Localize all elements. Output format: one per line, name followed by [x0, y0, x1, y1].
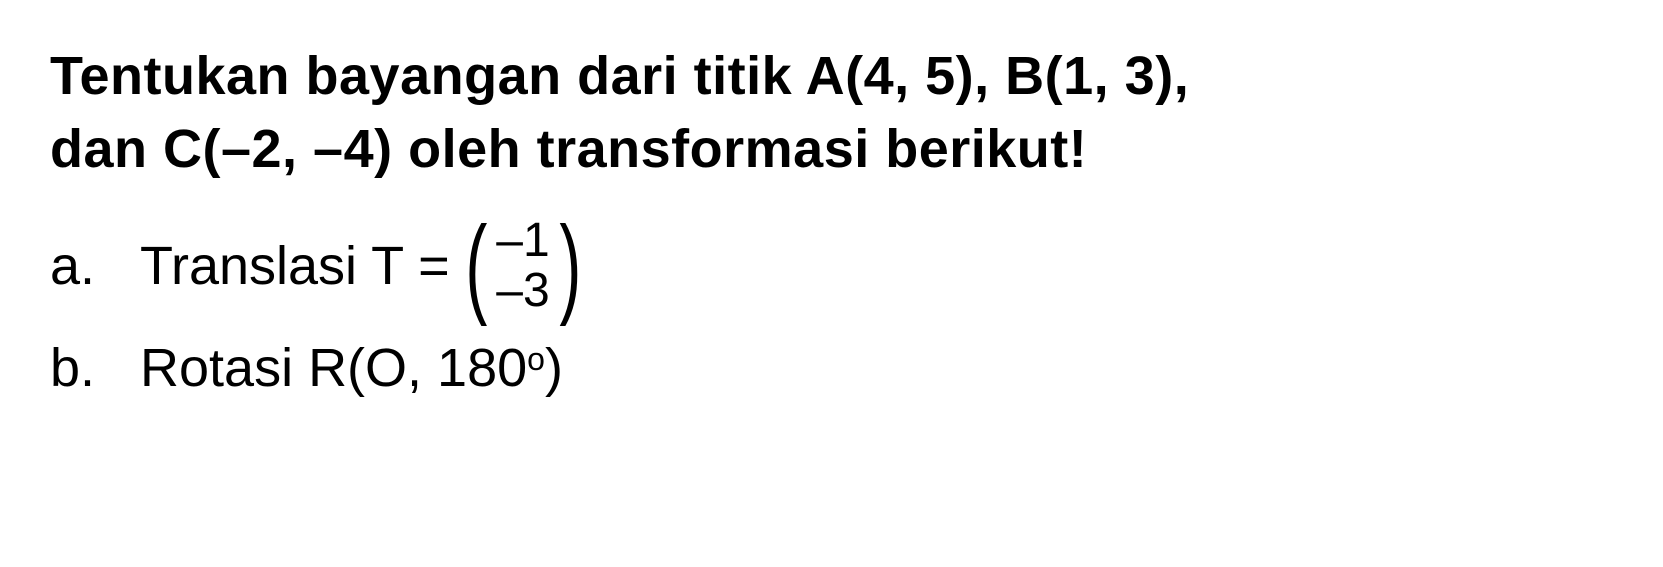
subitem-a: a. Translasi T = ( –1 –3 ) [50, 216, 1613, 317]
subitem-b: b. Rotasi R(O, 180o) [50, 337, 1613, 399]
subitem-b-content: Rotasi R(O, 180o) [140, 337, 563, 399]
degree-symbol: o [527, 341, 545, 378]
question-prompt: Tentukan bayangan dari titik A(4, 5), B(… [50, 40, 1613, 186]
math-problem-container: Tentukan bayangan dari titik A(4, 5), B(… [50, 40, 1613, 399]
subitem-b-suffix: ) [545, 337, 563, 399]
subitem-b-prefix: Rotasi R(O, 180 [140, 337, 527, 399]
question-line-1: Tentukan bayangan dari titik A(4, 5), B(… [50, 46, 1189, 106]
subitem-b-label: b. [50, 337, 140, 399]
translation-vector: ( –1 –3 ) [458, 216, 589, 317]
question-line-2: dan C(–2, –4) oleh transformasi berikut! [50, 119, 1087, 179]
subitem-a-content: Translasi T = ( –1 –3 ) [140, 216, 588, 317]
matrix-top-value: –1 [496, 216, 549, 266]
matrix-column: –1 –3 [494, 216, 551, 317]
subitem-a-label: a. [50, 235, 140, 297]
left-paren-icon: ( [465, 222, 487, 310]
right-paren-icon: ) [559, 222, 581, 310]
matrix-bottom-value: –3 [496, 266, 549, 316]
subitem-a-prefix: Translasi T = [140, 235, 450, 297]
